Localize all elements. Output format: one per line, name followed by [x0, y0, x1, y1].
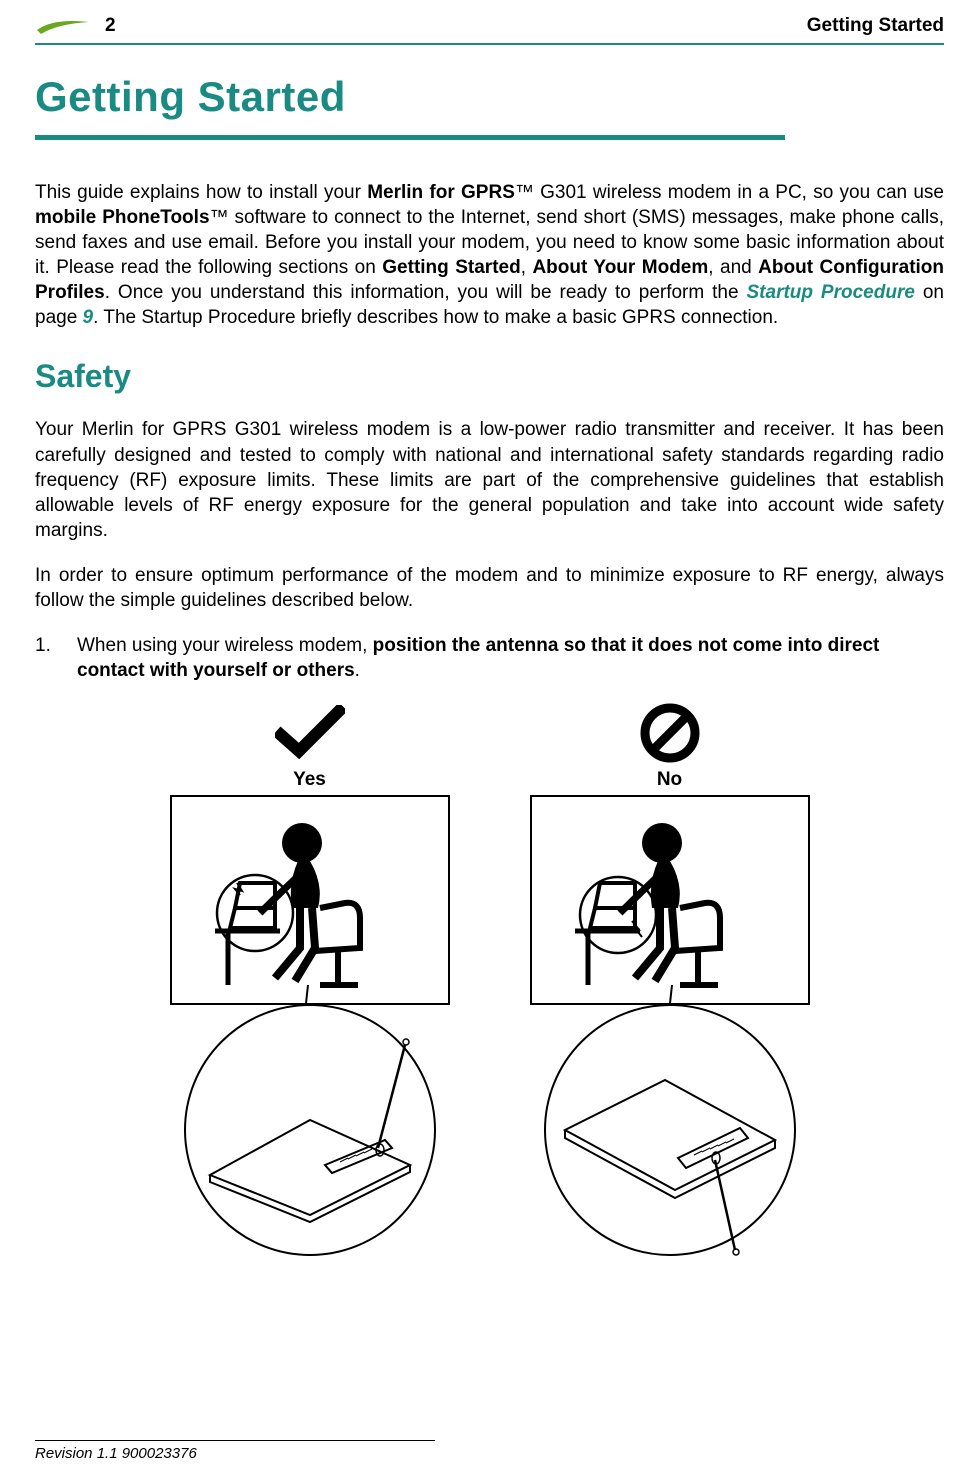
intro-link-page9[interactable]: 9: [83, 307, 94, 328]
no-detail-circle: [540, 1000, 800, 1260]
page-header: 2 Getting Started: [35, 15, 944, 37]
intro-text-8: . The Startup Procedure briefly describe…: [93, 307, 778, 328]
header-rule: [35, 43, 944, 45]
intro-link-startup[interactable]: Startup Procedure: [747, 282, 915, 303]
no-posture-box: [530, 795, 810, 1005]
footer-revision-text: Revision 1.1 900023376: [35, 1445, 435, 1462]
page-footer: Revision 1.1 900023376: [35, 1440, 435, 1462]
safety-list-item-1: 1. When using your wireless modem, posit…: [35, 633, 944, 683]
page-title: Getting Started: [35, 73, 944, 121]
figure-no-column: No: [520, 703, 820, 1260]
item1-text-c: .: [355, 660, 360, 681]
safety-paragraph-2: In order to ensure optimum performance o…: [35, 563, 944, 613]
title-rule: [35, 135, 785, 140]
intro-bold-gettingstarted: Getting Started: [382, 257, 520, 278]
intro-text-5: , and: [708, 257, 758, 278]
figure-yes-column: Yes: [160, 703, 460, 1260]
intro-text-6: . Once you understand this information, …: [105, 282, 747, 303]
intro-bold-phonetools: mobile PhoneTools: [35, 207, 210, 228]
no-label: No: [657, 769, 682, 791]
safety-heading: Safety: [35, 358, 944, 395]
yes-detail-circle: [180, 1000, 440, 1260]
intro-text-2: ™ G301 wireless modem in a PC, so you ca…: [515, 182, 944, 203]
figure-row: Yes: [35, 703, 944, 1260]
prohibit-icon: [640, 703, 700, 763]
yes-label: Yes: [293, 769, 326, 791]
list-number-1: 1.: [35, 633, 77, 683]
intro-text-4: ,: [521, 257, 533, 278]
intro-bold-merlin: Merlin for GPRS: [367, 182, 515, 203]
intro-bold-aboutmodem: About Your Modem: [532, 257, 708, 278]
footer-rule: [35, 1440, 435, 1441]
list-body-1: When using your wireless modem, position…: [77, 633, 944, 683]
item1-text-a: When using your wireless modem,: [77, 635, 373, 656]
swoosh-logo-icon: [35, 16, 93, 36]
header-left: 2: [35, 15, 116, 37]
safety-paragraph-1: Your Merlin for GPRS G301 wireless modem…: [35, 417, 944, 542]
header-section-label: Getting Started: [807, 15, 944, 37]
page-number: 2: [105, 15, 116, 37]
intro-paragraph: This guide explains how to install your …: [35, 180, 944, 330]
intro-text-1: This guide explains how to install your: [35, 182, 367, 203]
check-icon: [275, 703, 345, 763]
yes-posture-box: [170, 795, 450, 1005]
